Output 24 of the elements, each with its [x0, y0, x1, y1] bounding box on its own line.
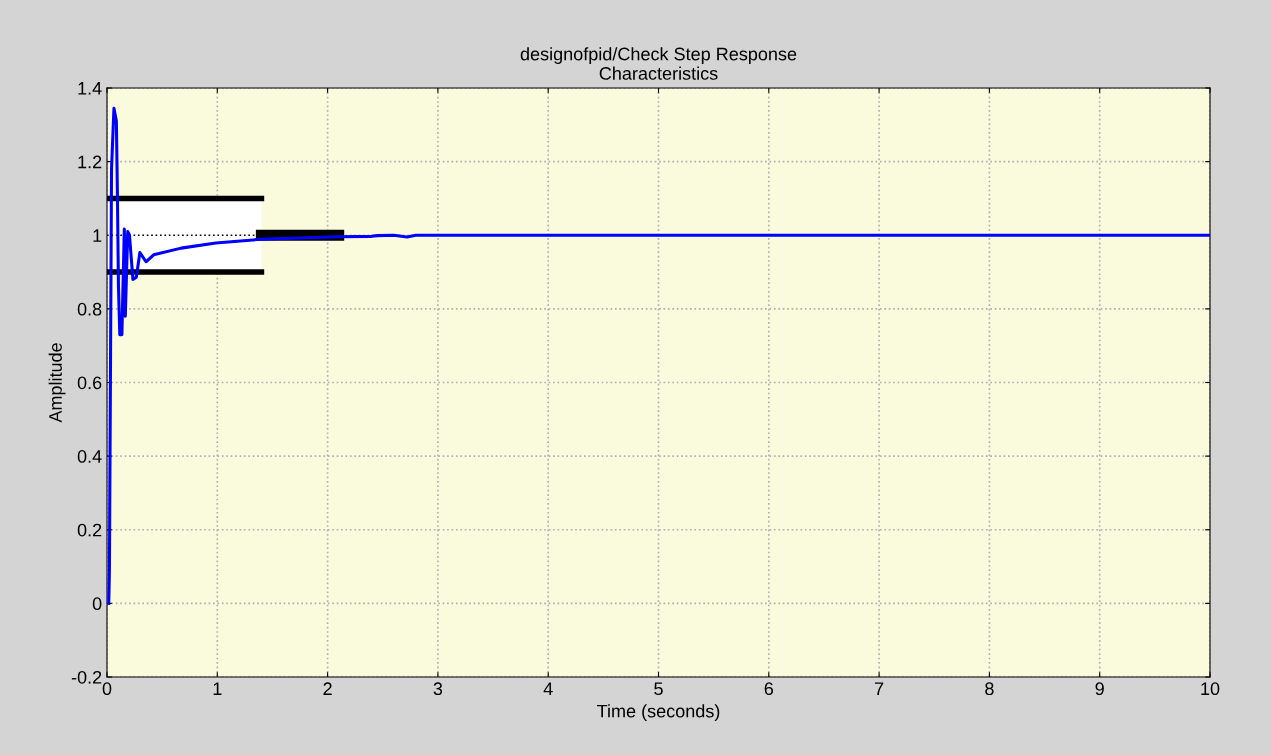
x-tick-label: 8	[985, 682, 994, 696]
x-tick-label: 9	[1095, 682, 1104, 696]
x-tick-label: 10	[1201, 682, 1220, 696]
y-tick-label: 0.4	[77, 450, 102, 463]
line-series	[107, 106, 1210, 605]
x-tick-label: 6	[764, 682, 774, 696]
x-tick-label: 2	[323, 682, 332, 695]
y-tick-label: 1.4	[78, 82, 102, 95]
y-tick-label: 0.2	[77, 523, 102, 537]
y-tick-label: 1	[93, 229, 102, 242]
x-tick-label: 4	[543, 682, 553, 695]
x-axis-title: Time (seconds)	[597, 704, 720, 722]
y-tick-label: 0	[92, 597, 102, 611]
chart-title: designofpid/Check Step Response Characteristics	[520, 47, 797, 80]
y-tick-label: 0.8	[77, 302, 102, 316]
x-tick-label: 0	[102, 682, 112, 696]
x-tick-label: 3	[433, 682, 443, 696]
x-tick-label: 5	[654, 682, 663, 696]
y-tick-label: -0.2	[71, 670, 102, 684]
x-tick-label: 7	[875, 682, 884, 695]
y-tick-label: 1.2	[78, 155, 102, 169]
y-tick-label: 0.6	[77, 376, 102, 390]
x-tick-label: 1	[213, 682, 222, 695]
y-axis-title: Amplitude	[48, 343, 66, 423]
